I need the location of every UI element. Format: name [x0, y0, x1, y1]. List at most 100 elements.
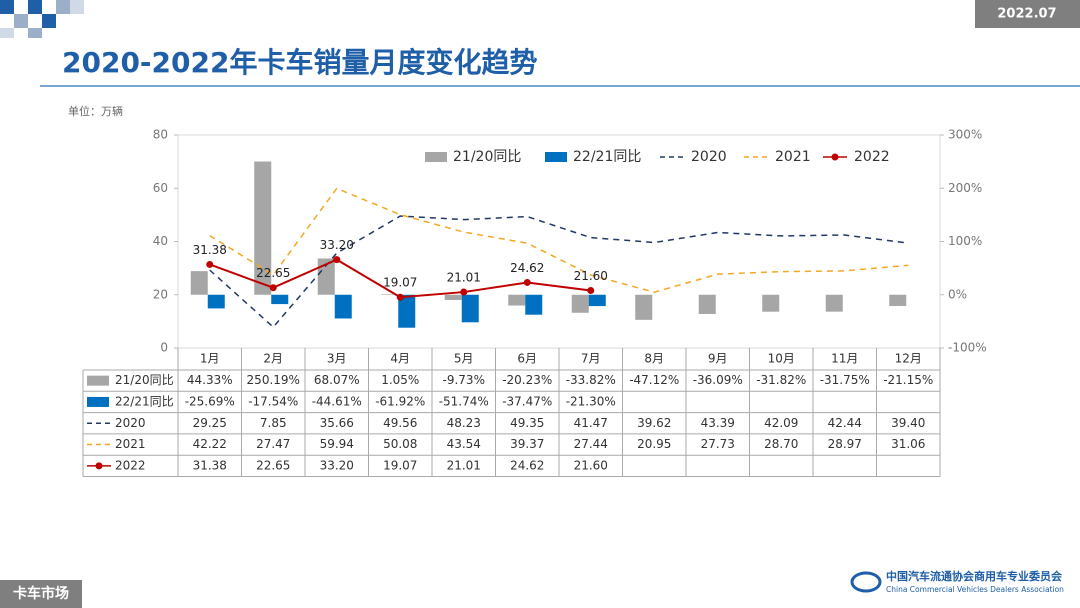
table-cell: 49.35 — [510, 416, 544, 430]
table-cell: -9.73% — [443, 373, 485, 387]
table-cell: 1.05% — [381, 373, 419, 387]
table-cell: -61.92% — [375, 394, 425, 408]
table-cell: 59.94 — [320, 437, 354, 451]
table-cell: 43.39 — [701, 416, 735, 430]
legend-label: 21/20同比 — [453, 149, 521, 165]
table-cell: -25.69% — [185, 394, 235, 408]
legend-label: 2022 — [854, 149, 890, 165]
section-badge — [0, 580, 82, 608]
table-cell: 22.65 — [256, 458, 290, 472]
plot-border — [177, 134, 941, 349]
x-tick-label: 10月 — [768, 352, 795, 366]
y2-tick-label: 300% — [948, 128, 982, 142]
table-row-label: 21/20同比 — [115, 373, 174, 387]
chart-title: 2020-2022年卡车销量月度变化趋势 — [62, 46, 537, 79]
bar — [525, 294, 543, 315]
table-cell: 41.47 — [574, 416, 608, 430]
data-label: 24.62 — [510, 261, 544, 275]
bar — [889, 294, 907, 307]
table-cell: 28.97 — [828, 437, 862, 451]
table-cell: 27.44 — [574, 437, 608, 451]
table-cell: -17.54% — [248, 394, 298, 408]
table-cell: 42.44 — [828, 416, 862, 430]
x-tick-label: 3月 — [327, 352, 347, 366]
table-cell: 35.66 — [320, 416, 354, 430]
table-cell: 19.07 — [383, 458, 417, 472]
bar — [207, 294, 225, 309]
table-row-label: 22/21同比 — [115, 394, 174, 408]
table-cell: 42.09 — [764, 416, 798, 430]
y-tick-label: 20 — [153, 287, 168, 301]
legend-label: 2021 — [775, 149, 811, 165]
table-cell: 48.23 — [447, 416, 481, 430]
bar — [571, 294, 589, 313]
legend-swatch — [831, 153, 839, 161]
y2-tick-label: 100% — [948, 234, 982, 248]
table-row-label: 2020 — [115, 416, 146, 430]
table-cell: 20.95 — [637, 437, 671, 451]
marker — [206, 260, 214, 268]
line — [209, 215, 909, 329]
marker — [269, 284, 277, 292]
marker — [460, 288, 468, 296]
table-cell: -33.82% — [566, 373, 616, 387]
bar — [762, 294, 780, 312]
y-tick-label: 60 — [153, 181, 168, 195]
corner-pattern — [0, 0, 84, 38]
line — [209, 187, 909, 293]
bar — [508, 294, 526, 306]
table-row-label: 2021 — [115, 437, 146, 451]
bar — [271, 294, 289, 305]
table-row-label: 2022 — [115, 458, 146, 472]
legend-label: 2020 — [691, 149, 727, 165]
legend-swatch — [425, 152, 447, 162]
table-cell: 24.62 — [510, 458, 544, 472]
table-cell: -31.75% — [820, 373, 870, 387]
table-cell: -37.47% — [502, 394, 552, 408]
marker — [587, 286, 595, 294]
y-tick-label: 80 — [153, 128, 168, 142]
table-cell: 33.20 — [320, 458, 354, 472]
table-cell: -47.12% — [629, 373, 679, 387]
table-cell: 31.38 — [193, 458, 227, 472]
table-cell: -20.23% — [502, 373, 552, 387]
bar — [398, 294, 416, 328]
data-label: 33.20 — [320, 238, 354, 252]
x-tick-label: 11月 — [831, 352, 858, 366]
date-badge — [975, 0, 1080, 28]
date: 2022.07 — [997, 7, 1056, 22]
table-cell: -31.82% — [756, 373, 806, 387]
bar — [698, 294, 716, 314]
table-cell: 31.06 — [891, 437, 925, 451]
marker — [396, 293, 404, 301]
marker — [523, 278, 531, 286]
section: 卡车市场 — [13, 585, 69, 602]
table-cell: 7.85 — [260, 416, 287, 430]
table-cell: -51.74% — [439, 394, 489, 408]
data-label: 21.60 — [574, 269, 608, 283]
table-cell: 49.56 — [383, 416, 417, 430]
y2-tick-label: 200% — [948, 181, 982, 195]
bar — [334, 294, 352, 319]
table-cell: -21.15% — [883, 373, 933, 387]
legend-swatch — [95, 462, 103, 470]
x-tick-label: 9月 — [708, 352, 728, 366]
table-cell: 28.70 — [764, 437, 798, 451]
x-tick-label: 4月 — [390, 352, 410, 366]
y2-tick-label: -100% — [948, 341, 987, 355]
table-cell: 42.22 — [193, 437, 227, 451]
x-tick-label: 6月 — [517, 352, 537, 366]
x-tick-label: 8月 — [644, 352, 664, 366]
table-cell: 39.40 — [891, 416, 925, 430]
data-label: 22.65 — [256, 266, 290, 280]
table-cell: 29.25 — [193, 416, 227, 430]
x-tick-label: 1月 — [200, 352, 220, 366]
table-cell: 39.62 — [637, 416, 671, 430]
table-cell: -21.30% — [566, 394, 616, 408]
legend-label: 22/21同比 — [573, 149, 641, 165]
marker — [333, 256, 341, 264]
logo — [850, 571, 882, 593]
bar — [190, 271, 208, 295]
bar — [588, 294, 606, 307]
table-cell: 39.37 — [510, 437, 544, 451]
